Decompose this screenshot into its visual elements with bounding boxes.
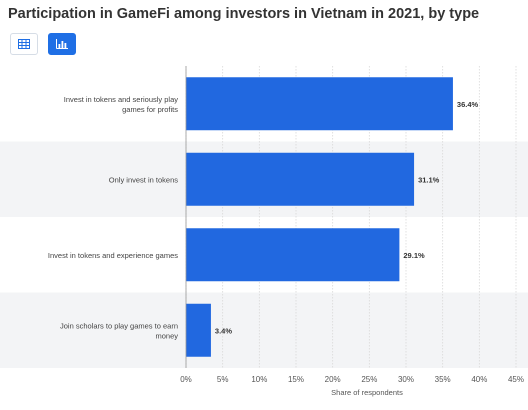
data-label: 29.1%: [403, 251, 425, 260]
category-label: Join scholars to play games to earn money: [60, 321, 178, 340]
data-label: 36.4%: [457, 100, 479, 109]
tick-label: 15%: [288, 375, 304, 384]
chart-title: Participation in GameFi among investors …: [8, 6, 480, 22]
bar: [186, 228, 400, 282]
category-label: Invest in tokens and experience games: [48, 251, 178, 260]
x-axis-label: Share of respondents: [331, 388, 403, 397]
category-label: Only invest in tokens: [109, 175, 178, 184]
chart-view-button[interactable]: [48, 33, 76, 55]
tick-label: 25%: [361, 375, 377, 384]
tick-label: 35%: [435, 375, 451, 384]
tick-label: 5%: [217, 375, 229, 384]
table-view-button[interactable]: [10, 33, 38, 55]
bar-chart-icon: [56, 39, 68, 49]
row-band: [0, 292, 528, 368]
tick-label: 20%: [325, 375, 341, 384]
tick-label: 0%: [180, 375, 192, 384]
tick-label: 30%: [398, 375, 414, 384]
bar: [186, 77, 453, 131]
category-label: Invest in tokens and seriously play games…: [64, 95, 178, 114]
tick-label: 10%: [251, 375, 267, 384]
table-icon: [18, 39, 30, 49]
bar: [186, 303, 211, 357]
data-label: 31.1%: [418, 175, 440, 184]
bar: [186, 152, 415, 206]
tick-label: 40%: [471, 375, 487, 384]
tick-label: 45%: [508, 375, 524, 384]
data-label: 3.4%: [215, 326, 232, 335]
